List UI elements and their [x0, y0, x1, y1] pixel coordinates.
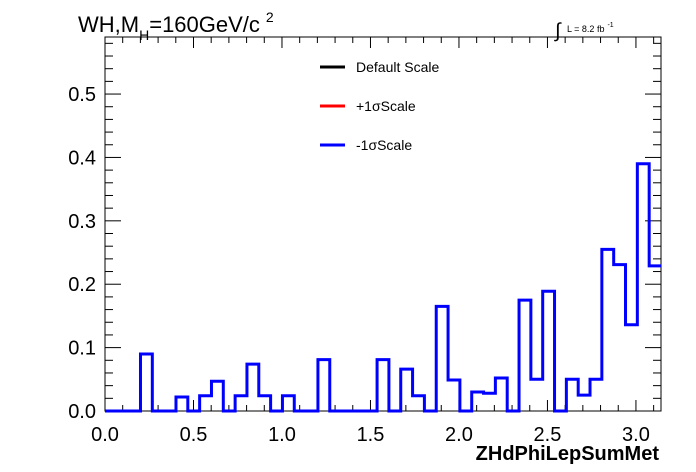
- y-tick-label: 0.4: [68, 147, 96, 169]
- x-tick-label: 1.0: [268, 424, 296, 446]
- x-tick-label: 3.0: [622, 424, 650, 446]
- series-line-minus1sigma: [105, 162, 661, 413]
- x-tick-label: 0.5: [180, 424, 208, 446]
- y-tick-label: 0.0: [68, 401, 96, 423]
- lumi-label: L = 8.2 fb -1: [567, 22, 614, 34]
- legend-label: Default Scale: [356, 59, 439, 75]
- y-tick-label: 0.5: [68, 84, 96, 106]
- x-tick-label: 0.0: [91, 424, 119, 446]
- x-tick-label: 1.5: [357, 424, 385, 446]
- x-tick-label: 2.0: [445, 424, 473, 446]
- y-tick-label: 0.2: [68, 274, 96, 296]
- y-tick-label: 0.1: [68, 338, 96, 360]
- plot-frame: [104, 36, 662, 412]
- lumi-integral-symbol: ∫: [554, 20, 562, 42]
- axes: 0.0 0.5 1.0 1.5 2.0 2.5 3.0 0.0 0.1 0.2 0.3 0.4 0.5: [68, 37, 661, 446]
- y-tick-label: 0.3: [68, 211, 96, 233]
- legend: Default Scale +1σScale -1σScale: [320, 59, 439, 153]
- series-group: [105, 162, 661, 413]
- x-tick-label: 2.5: [534, 424, 562, 446]
- x-axis-label: ZHdPhiLepSumMet: [476, 443, 660, 465]
- legend-label: -1σScale: [356, 137, 412, 153]
- legend-label: +1σScale: [356, 98, 416, 114]
- chart-title: WH,MH=160GeV/c 2: [78, 9, 274, 43]
